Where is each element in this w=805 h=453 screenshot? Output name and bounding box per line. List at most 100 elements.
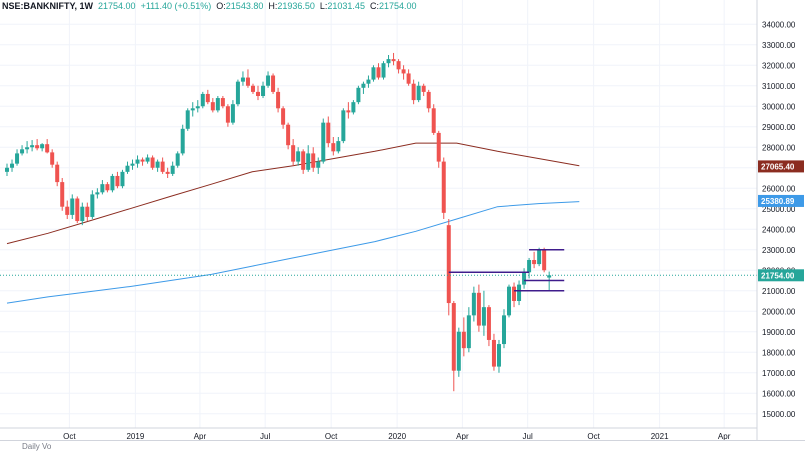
candle-body[interactable] — [341, 110, 346, 142]
candle-body[interactable] — [180, 128, 185, 154]
candle-body[interactable] — [266, 75, 271, 86]
candle-body[interactable] — [155, 161, 160, 168]
candle-body[interactable] — [240, 77, 245, 82]
candle-body[interactable] — [45, 144, 50, 153]
candle[interactable] — [517, 280, 522, 306]
candle-body[interactable] — [195, 106, 200, 109]
candle[interactable] — [120, 169, 125, 189]
candle-body[interactable] — [331, 143, 336, 152]
candle[interactable] — [512, 282, 517, 308]
candle-body[interactable] — [491, 339, 496, 367]
candle[interactable] — [366, 75, 371, 88]
candle-body[interactable] — [406, 73, 411, 84]
candle[interactable] — [401, 65, 406, 80]
candle-body[interactable] — [125, 165, 130, 172]
candle[interactable] — [527, 257, 532, 279]
legend-header[interactable]: NSE:BANKNIFTY, 1W 21754.00 +111.40 (+0.5… — [2, 0, 417, 12]
candle-body[interactable] — [50, 152, 55, 165]
candle[interactable] — [45, 139, 50, 154]
candle[interactable] — [471, 286, 476, 322]
candle[interactable] — [421, 83, 426, 96]
candle-body[interactable] — [336, 141, 341, 152]
candle-body[interactable] — [431, 108, 436, 133]
candle[interactable] — [135, 155, 140, 168]
candle-body[interactable] — [306, 153, 311, 170]
candle-body[interactable] — [276, 91, 281, 109]
candle[interactable] — [316, 157, 321, 174]
candle-body[interactable] — [547, 275, 552, 278]
candle[interactable] — [50, 149, 55, 168]
candle-body[interactable] — [120, 171, 125, 187]
candle-body[interactable] — [527, 260, 532, 273]
candle-body[interactable] — [501, 315, 506, 345]
candle[interactable] — [331, 137, 336, 156]
candle[interactable] — [60, 178, 65, 211]
candle-body[interactable] — [421, 85, 426, 92]
candle[interactable] — [537, 247, 542, 267]
candle-body[interactable] — [250, 85, 255, 92]
price-chart[interactable]: 15000.00 16000.00 17000.00 18000.00 19000.00… — [0, 0, 805, 440]
candle-body[interactable] — [376, 67, 381, 78]
candle-body[interactable] — [55, 164, 60, 183]
candle-body[interactable] — [517, 284, 522, 301]
candle-body[interactable] — [145, 157, 150, 162]
candle-body[interactable] — [366, 79, 371, 84]
candle[interactable] — [411, 79, 416, 105]
candle[interactable] — [15, 149, 20, 166]
candle-body[interactable] — [271, 75, 276, 92]
candle-body[interactable] — [200, 93, 205, 107]
candle-body[interactable] — [446, 225, 451, 304]
candle-body[interactable] — [190, 108, 195, 111]
candle[interactable] — [321, 118, 326, 164]
candle[interactable] — [125, 161, 130, 174]
candle[interactable] — [406, 69, 411, 86]
candle-body[interactable] — [100, 184, 105, 193]
candle[interactable] — [80, 202, 85, 226]
candle[interactable] — [155, 159, 160, 172]
candle[interactable] — [5, 163, 9, 176]
candle-body[interactable] — [60, 182, 65, 207]
candle[interactable] — [431, 104, 436, 135]
candle[interactable] — [55, 161, 60, 187]
candle[interactable] — [85, 202, 90, 222]
candle-body[interactable] — [185, 110, 190, 129]
candle-body[interactable] — [351, 102, 356, 113]
candle[interactable] — [40, 143, 45, 152]
candle-body[interactable] — [10, 163, 15, 168]
candle[interactable] — [416, 81, 421, 103]
candle[interactable] — [461, 317, 466, 357]
candle-body[interactable] — [486, 307, 491, 340]
candle-body[interactable] — [281, 108, 286, 125]
candle[interactable] — [145, 154, 150, 164]
candle-body[interactable] — [225, 106, 230, 123]
candle[interactable] — [245, 69, 250, 88]
candle[interactable] — [356, 85, 361, 105]
candle[interactable] — [532, 251, 537, 269]
candle-body[interactable] — [291, 145, 296, 162]
candle[interactable] — [376, 63, 381, 80]
candle-body[interactable] — [245, 77, 250, 86]
candle[interactable] — [250, 83, 255, 94]
candle-body[interactable] — [150, 157, 155, 168]
candle[interactable] — [205, 89, 210, 105]
candle-body[interactable] — [95, 192, 100, 195]
candle[interactable] — [481, 290, 486, 336]
candle[interactable] — [476, 284, 481, 332]
candles[interactable] — [5, 52, 552, 392]
candle-body[interactable] — [20, 149, 25, 154]
candle[interactable] — [261, 81, 266, 99]
candle[interactable] — [522, 268, 527, 289]
candle[interactable] — [220, 96, 225, 109]
candle-body[interactable] — [396, 61, 401, 70]
candle-body[interactable] — [220, 98, 225, 107]
candle[interactable] — [65, 200, 70, 219]
symbol-label[interactable]: NSE:BANKNIFTY, 1W — [2, 1, 94, 11]
candle-body[interactable] — [210, 102, 215, 111]
candle-body[interactable] — [346, 110, 351, 113]
candle-body[interactable] — [391, 59, 396, 62]
candle-body[interactable] — [316, 161, 321, 168]
candle[interactable] — [281, 106, 286, 129]
candle[interactable] — [542, 247, 547, 273]
candle-body[interactable] — [512, 286, 517, 301]
time-axis[interactable]: Oct 2019 Apr Jul Oct 2020 Apr Jul Oct 2021 Apr — [0, 427, 757, 440]
